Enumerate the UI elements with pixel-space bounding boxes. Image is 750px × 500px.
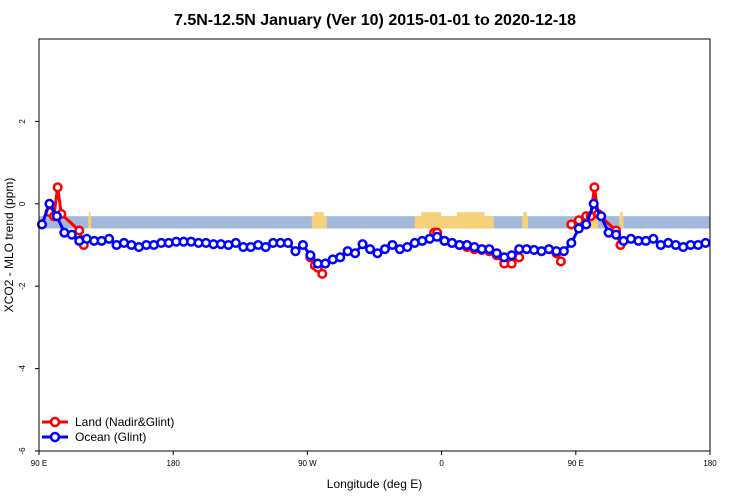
data-point bbox=[260, 242, 271, 253]
x-tick-label: 0 bbox=[439, 459, 444, 468]
land-band-bump bbox=[313, 212, 316, 217]
legend-entry-ocean: Ocean (Glint) bbox=[42, 430, 146, 444]
data-point bbox=[52, 182, 63, 193]
y-tick-label: -4 bbox=[18, 364, 27, 372]
data-point bbox=[566, 237, 577, 248]
data-point bbox=[648, 233, 659, 244]
land-band-segment bbox=[619, 216, 624, 229]
land-band-segment bbox=[522, 216, 529, 229]
x-tick-label: 180 bbox=[703, 459, 717, 468]
y-tick-label: 0 bbox=[18, 201, 27, 206]
y-tick-label: 2 bbox=[18, 119, 27, 124]
data-point bbox=[379, 244, 390, 255]
data-point bbox=[282, 237, 294, 248]
data-point bbox=[74, 225, 85, 236]
land-band-bump bbox=[421, 212, 442, 217]
land-band-bump bbox=[319, 212, 322, 217]
land-band-segment bbox=[447, 216, 494, 229]
legend-land-marker bbox=[49, 416, 61, 428]
data-point bbox=[588, 198, 599, 209]
x-tick-label: 90 E bbox=[568, 459, 584, 468]
legend-ocean-marker bbox=[49, 431, 61, 443]
data-point bbox=[611, 229, 622, 240]
data-point bbox=[320, 258, 331, 269]
data-point bbox=[36, 219, 48, 230]
legend-land-label: Land (Nadir&Glint) bbox=[75, 415, 174, 429]
x-tick-label: 180 bbox=[167, 459, 181, 468]
data-point bbox=[484, 244, 495, 255]
data-point bbox=[335, 252, 346, 263]
data-point bbox=[44, 198, 55, 209]
data-point bbox=[305, 250, 316, 261]
data-point bbox=[357, 239, 368, 250]
data-point bbox=[589, 182, 600, 193]
data-point bbox=[573, 223, 584, 234]
data-point bbox=[432, 231, 443, 242]
land-band-bump bbox=[88, 212, 91, 217]
y-tick-label: -6 bbox=[18, 447, 27, 455]
legend-entry-land: Land (Nadir&Glint) bbox=[42, 415, 174, 429]
data-point bbox=[51, 211, 62, 222]
data-point bbox=[66, 229, 77, 240]
data-point bbox=[558, 246, 569, 257]
data-point bbox=[364, 244, 376, 255]
land-band-bump bbox=[619, 212, 623, 217]
land-band-segment bbox=[319, 216, 323, 229]
data-point bbox=[506, 258, 517, 269]
data-point bbox=[317, 268, 328, 279]
data-point bbox=[566, 219, 577, 230]
land-band-bump bbox=[456, 212, 485, 217]
axis-layer: 90 E 180 90 W 0 90 E 180 -6 -4 -2 0 2 bbox=[18, 119, 717, 468]
x-tick-label: 90 E bbox=[31, 459, 47, 468]
land-band-bump bbox=[314, 212, 324, 217]
x-tick-label: 90 W bbox=[298, 459, 317, 468]
data-point bbox=[581, 219, 592, 230]
y-tick-label: -2 bbox=[18, 282, 27, 290]
data-point bbox=[290, 246, 301, 257]
plot-frame bbox=[38, 38, 711, 452]
land-band-segment bbox=[88, 216, 92, 229]
x-axis-label: Longitude (deg E) bbox=[327, 477, 422, 491]
land-band-bump bbox=[523, 212, 527, 217]
data-point bbox=[230, 237, 241, 248]
land-band-segment bbox=[414, 216, 448, 229]
series-layer bbox=[36, 182, 711, 279]
data-point bbox=[387, 239, 398, 251]
data-point bbox=[104, 233, 115, 244]
data-point bbox=[402, 242, 413, 253]
sea-band bbox=[39, 216, 710, 229]
chart-title: 7.5N-12.5N January (Ver 10) 2015-01-01 t… bbox=[174, 12, 576, 29]
data-point bbox=[372, 248, 383, 259]
data-point bbox=[700, 237, 711, 248]
data-point bbox=[297, 239, 308, 251]
data-point bbox=[350, 248, 361, 259]
data-point bbox=[555, 256, 566, 267]
series-ocean bbox=[36, 198, 711, 269]
data-point bbox=[506, 250, 517, 261]
legend: Land (Nadir&Glint) Ocean (Glint) bbox=[42, 415, 174, 444]
legend-ocean-label: Ocean (Glint) bbox=[75, 430, 146, 444]
y-axis-label: XCO2 - MLO trend (ppm) bbox=[2, 178, 16, 313]
data-point bbox=[491, 248, 502, 259]
data-point bbox=[596, 211, 607, 222]
land-band-segment bbox=[313, 216, 317, 229]
